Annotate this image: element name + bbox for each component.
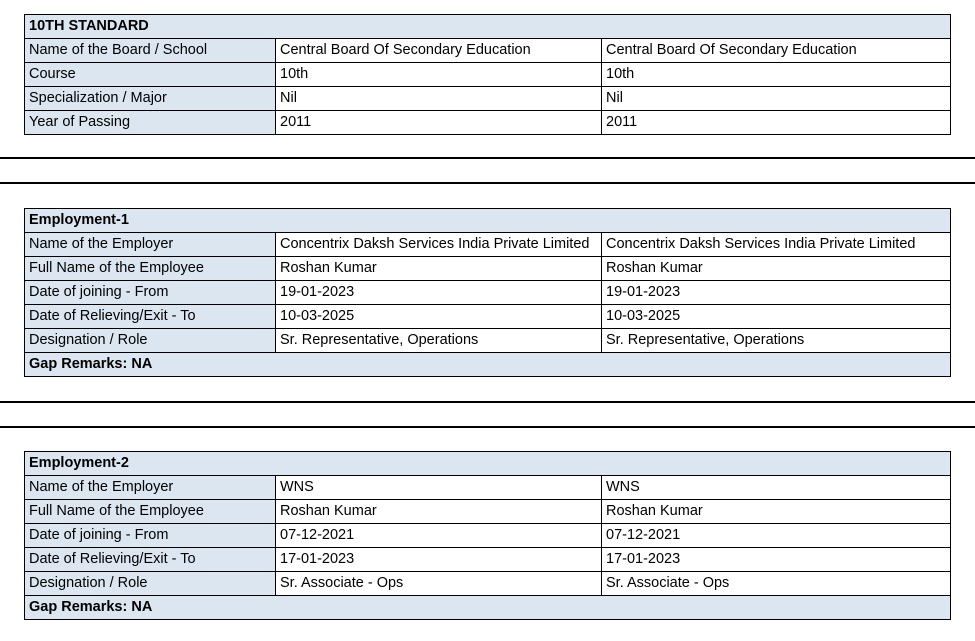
- verified-value: Concentrix Daksh Services India Private …: [600, 232, 952, 257]
- education-10th-table: 10TH STANDARD Name of the Board / School C…: [24, 14, 951, 135]
- field-label: Date of joining - From: [24, 523, 276, 548]
- employment-2-table: Employment-2 Name of the Employer WNS WNS Fu…: [23, 451, 952, 620]
- field-label: Name of the Employer: [24, 475, 276, 500]
- claimed-value: Roshan Kumar: [275, 499, 602, 524]
- gap-remarks-row: Gap Remarks: NA: [23, 595, 952, 620]
- table-row: Name of the Employer WNS WNS: [24, 475, 952, 500]
- section-divider: [0, 426, 975, 428]
- section-title: Employment-1: [23, 208, 952, 233]
- table-row: Date of Relieving/Exit - To 17-01-2023 17-…: [24, 547, 952, 572]
- verified-value: Roshan Kumar: [600, 256, 952, 281]
- verified-value: 10th: [601, 62, 951, 87]
- claimed-value: Nil: [275, 86, 602, 111]
- claimed-value: 10-03-2025: [275, 304, 602, 329]
- table-row: Name of the Board / School Central Board …: [24, 38, 951, 63]
- verified-value: 17-01-2023: [600, 547, 952, 572]
- table-row: Year of Passing 2011 2011: [24, 110, 951, 135]
- employment-1-table: Employment-1 Name of the Employer Concentr…: [23, 208, 952, 377]
- field-label: Specialization / Major: [24, 86, 276, 111]
- verified-value: Sr. Representative, Operations: [600, 328, 952, 353]
- section-title: Employment-2: [23, 451, 952, 476]
- claimed-value: Roshan Kumar: [275, 256, 602, 281]
- claimed-value: Concentrix Daksh Services India Private …: [275, 232, 602, 257]
- verified-value: Nil: [601, 86, 951, 111]
- section-header-row: Employment-1: [23, 208, 952, 233]
- verified-value: 2011: [601, 110, 951, 135]
- field-label: Course: [24, 62, 276, 87]
- field-label: Date of Relieving/Exit - To: [24, 304, 276, 329]
- section-divider: [0, 157, 975, 159]
- claimed-value: Sr. Representative, Operations: [275, 328, 602, 353]
- claimed-value: 19-01-2023: [275, 280, 602, 305]
- gap-remarks-row: Gap Remarks: NA: [23, 352, 952, 377]
- field-label: Full Name of the Employee: [24, 256, 276, 281]
- table-row: Designation / Role Sr. Associate - Ops Sr.…: [24, 571, 952, 596]
- table-row: Designation / Role Sr. Representative, Op…: [24, 328, 952, 353]
- table-row: Date of joining - From 19-01-2023 19-01-20…: [24, 280, 952, 305]
- field-label: Year of Passing: [24, 110, 276, 135]
- claimed-value: 07-12-2021: [275, 523, 602, 548]
- field-label: Date of Relieving/Exit - To: [24, 547, 276, 572]
- table-row: Name of the Employer Concentrix Daksh Ser…: [24, 232, 952, 257]
- table-row: Date of Relieving/Exit - To 10-03-2025 10-…: [24, 304, 952, 329]
- field-label: Designation / Role: [24, 328, 276, 353]
- claimed-value: WNS: [275, 475, 602, 500]
- claimed-value: Sr. Associate - Ops: [275, 571, 602, 596]
- verified-value: WNS: [600, 475, 952, 500]
- section-title: 10TH STANDARD: [24, 14, 951, 39]
- field-label: Name of the Employer: [24, 232, 276, 257]
- claimed-value: Central Board Of Secondary Education: [275, 38, 602, 63]
- table-row: Full Name of the Employee Roshan Kumar Ros…: [24, 499, 952, 524]
- section-divider: [0, 401, 975, 403]
- table-row: Course 10th 10th: [24, 62, 951, 87]
- section-divider: [0, 182, 975, 184]
- verified-value: 19-01-2023: [600, 280, 952, 305]
- verified-value: Central Board Of Secondary Education: [601, 38, 951, 63]
- gap-remarks: Gap Remarks: NA: [23, 595, 952, 620]
- claimed-value: 10th: [275, 62, 602, 87]
- table-row: Full Name of the Employee Roshan Kumar Ros…: [24, 256, 952, 281]
- verified-value: Sr. Associate - Ops: [600, 571, 952, 596]
- field-label: Designation / Role: [24, 571, 276, 596]
- gap-remarks: Gap Remarks: NA: [23, 352, 952, 377]
- claimed-value: 2011: [275, 110, 602, 135]
- field-label: Date of joining - From: [24, 280, 276, 305]
- table-row: Date of joining - From 07-12-2021 07-12-20…: [24, 523, 952, 548]
- field-label: Name of the Board / School: [24, 38, 276, 63]
- section-header-row: Employment-2: [23, 451, 952, 476]
- field-label: Full Name of the Employee: [24, 499, 276, 524]
- verified-value: 07-12-2021: [600, 523, 952, 548]
- verified-value: Roshan Kumar: [600, 499, 952, 524]
- table-row: Specialization / Major Nil Nil: [24, 86, 951, 111]
- claimed-value: 17-01-2023: [275, 547, 602, 572]
- verified-value: 10-03-2025: [600, 304, 952, 329]
- section-header-row: 10TH STANDARD: [24, 14, 951, 39]
